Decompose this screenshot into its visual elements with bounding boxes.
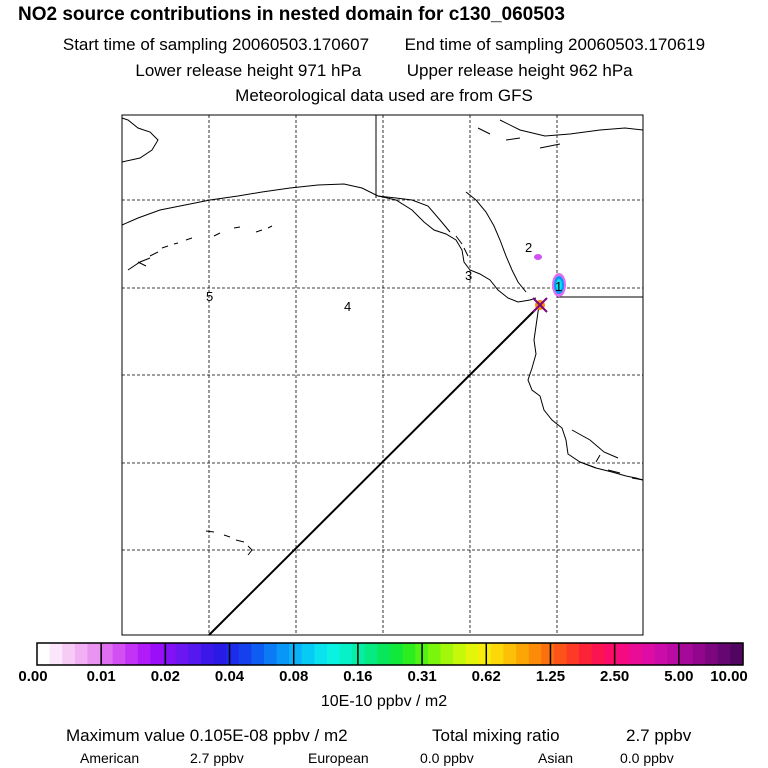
colorbar-cell <box>339 643 353 665</box>
colorbar-cell <box>692 643 706 665</box>
region-label-5: 5 <box>206 289 213 304</box>
colorbar-cell <box>390 643 404 665</box>
region-label-4: 4 <box>344 299 351 314</box>
colorbar-cell <box>175 643 189 665</box>
start-time-label: Start time of sampling 20060503.170607 <box>62 35 370 54</box>
max-value-label: Maximum value 0.105E-08 ppbv / m2 <box>66 726 348 745</box>
colorbar-cell <box>213 643 227 665</box>
colorbar-cell <box>352 643 366 665</box>
colorbar-cell <box>453 643 467 665</box>
colorbar-cell <box>541 643 555 665</box>
colorbar-cell <box>629 643 643 665</box>
contrib-european-name: European <box>308 750 369 766</box>
colorbar-cell <box>251 643 265 665</box>
colorbar-cell <box>705 643 719 665</box>
total-mixing-value: 2.7 ppbv <box>626 726 692 745</box>
colorbar-cell <box>490 643 505 665</box>
colorbar-tick-label: 0.04 <box>214 668 245 685</box>
colorbar-cell <box>289 643 303 665</box>
colorbar-cell <box>667 643 681 665</box>
colorbar-cell <box>402 643 416 665</box>
colorbar-tick-label: 0.02 <box>150 668 180 685</box>
colorbar-cell <box>137 643 152 665</box>
upper-release-label: Upper release height 962 hPa <box>406 61 633 80</box>
colorbar-cell <box>377 643 391 665</box>
colorbar-cell <box>326 643 341 665</box>
colorbar-tick-label: 1.25 <box>535 668 566 685</box>
colorbar-cell <box>591 643 605 665</box>
colorbar-cell <box>478 643 492 665</box>
release-heights: Lower release height 971 hPa Upper relea… <box>0 61 768 81</box>
colorbar-cell <box>364 643 378 665</box>
chart-title: NO2 source contributions in nested domai… <box>18 4 565 25</box>
concentration-plumes <box>532 254 566 313</box>
colorbar-cell <box>188 643 202 665</box>
colorbar-cell <box>503 643 517 665</box>
colorbar-cell <box>150 643 164 665</box>
colorbar-tick-label: 0.16 <box>343 668 373 685</box>
region-label-1: 1 <box>555 279 562 294</box>
colorbar-cell <box>62 643 76 665</box>
contrib-asian-name: Asian <box>538 750 574 766</box>
colorbar-cell <box>465 643 479 665</box>
colorbar-cell <box>528 643 542 665</box>
colorbar-cell <box>654 643 668 665</box>
colorbar-units: 10E-10 ppbv / m2 <box>320 693 448 710</box>
contrib-american-name: American <box>80 750 140 766</box>
colorbar-frame <box>36 642 744 666</box>
region-label-3: 3 <box>465 268 472 283</box>
colorbar-cell <box>163 643 177 665</box>
contrib-european-value: 0.0 ppbv <box>420 750 474 766</box>
colorbar-cell <box>553 643 568 665</box>
colorbar-cell <box>226 643 240 665</box>
region-label-2: 2 <box>525 240 532 255</box>
colorbar-cell <box>200 643 215 665</box>
colorbar-cell <box>566 643 580 665</box>
colorbar-tick-label: 0.31 <box>407 668 437 685</box>
colorbar-cell <box>263 643 278 665</box>
colorbar-cell <box>87 643 101 665</box>
plume-2 <box>534 254 542 260</box>
total-mixing-label: Total mixing ratio <box>432 726 560 745</box>
colorbar-cell <box>717 643 731 665</box>
colorbar-cell <box>579 643 593 665</box>
colorbar-tick-label: 10.00 <box>710 668 748 685</box>
colorbar-cell <box>112 643 126 665</box>
colorbar-cell <box>125 643 139 665</box>
colorbar-tick-label: 0.62 <box>471 668 501 685</box>
colorbar-cell <box>301 643 315 665</box>
colorbar-cell <box>440 643 454 665</box>
colorbar-tick-label: 0.01 <box>86 668 116 685</box>
colorbar-cell <box>49 643 63 665</box>
colorbar-tick-label: 0.08 <box>279 668 309 685</box>
lower-release-label: Lower release height 971 hPa <box>135 61 362 80</box>
colorbar-cell <box>730 643 744 665</box>
colorbar-cell <box>616 643 631 665</box>
colorbar-cell <box>679 643 694 665</box>
colorbar-cell <box>74 643 89 665</box>
met-data-label: Meteorological data used are from GFS <box>235 86 533 105</box>
colorbar-tick-label: 5.00 <box>664 668 694 685</box>
colorbar-cell <box>37 643 51 665</box>
colorbar-cell <box>604 643 618 665</box>
colorbar-cell <box>100 643 114 665</box>
colorbar-cell <box>238 643 252 665</box>
colorbar-cell <box>314 643 328 665</box>
colorbar-cells <box>37 643 744 665</box>
contrib-american-value: 2.7 ppbv <box>190 750 244 766</box>
sampling-times: Start time of sampling 20060503.170607 E… <box>0 35 768 55</box>
contrib-asian-value: 0.0 ppbv <box>620 750 674 766</box>
plume-1-inner <box>556 279 562 291</box>
colorbar-cell <box>642 643 656 665</box>
colorbar-cell <box>516 643 530 665</box>
colorbar-cell <box>276 643 290 665</box>
colorbar-tick-label: 0.00 <box>18 668 48 685</box>
trajectory-line <box>208 304 541 636</box>
end-time-label: End time of sampling 20060503.170619 <box>404 35 706 54</box>
colorbar-cell <box>427 643 442 665</box>
coastlines <box>121 115 644 556</box>
colorbar-tick-label: 2.50 <box>600 668 630 685</box>
